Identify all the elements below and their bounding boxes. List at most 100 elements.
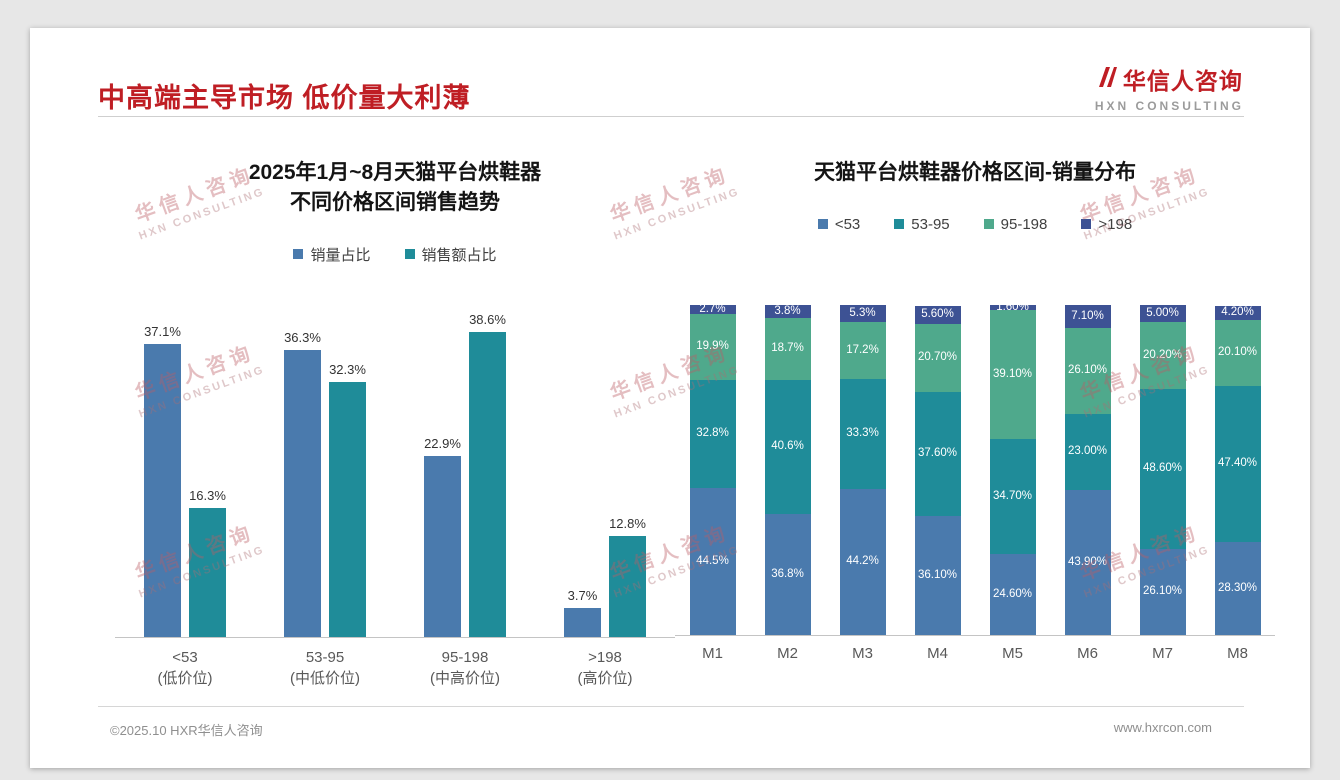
segment-label: 33.3%	[846, 427, 879, 440]
bar-value-label: 3.7%	[567, 588, 598, 603]
bar-segment: 20.10%	[1214, 320, 1261, 386]
bar: 32.3%	[329, 362, 366, 637]
segment-label: 20.10%	[1217, 346, 1257, 359]
month-label: M2	[777, 645, 798, 662]
bar-segment: 5.60%	[914, 306, 961, 324]
legend-item: 销量占比	[293, 244, 371, 265]
bar-segment: 23.00%	[1064, 414, 1111, 490]
category-label: <53 (低价位)	[157, 649, 213, 687]
stacked-column: 5.00% 20.20% 48.60% 26.10%	[1139, 305, 1186, 635]
month-label: M3	[852, 645, 873, 662]
right-chart: 天猫平台烘鞋器价格区间-销量分布 <53 53-95 95-198 >198 2.7%…	[675, 158, 1275, 662]
segment-label: 26.10%	[1142, 585, 1182, 598]
left-chart-categories: <53 (低价位) 53-95 (中低价位) 95-198 (中高价位) >198 (高价位)	[115, 647, 675, 689]
legend-item: <53	[817, 216, 860, 233]
month-label: M4	[927, 645, 948, 662]
logo-cn-text: 华信人咨询	[1122, 68, 1243, 94]
segment-label: 19.9%	[696, 340, 729, 353]
segment-label: 23.00%	[1067, 445, 1107, 458]
category-label: 53-95 (中低价位)	[290, 649, 360, 687]
right-chart-months: M1 M2 M3 M4 M5 M6 M7 M8	[675, 645, 1275, 662]
segment-label: 18.7%	[771, 342, 804, 355]
segment-label: 3.8%	[774, 304, 801, 317]
legend-item: 销售额占比	[404, 244, 497, 265]
legend-item: 53-95	[894, 216, 950, 233]
bar-segment: 19.9%	[689, 314, 736, 380]
footer-divider	[98, 706, 1244, 707]
segment-label: 48.60%	[1142, 462, 1182, 475]
bar-segment: 48.60%	[1139, 389, 1186, 549]
segment-label: 17.2%	[846, 343, 879, 356]
stacked-bar: 4.20% 20.10% 47.40% 28.30%	[1200, 306, 1275, 635]
legend-swatch	[1081, 219, 1092, 229]
bar: 16.3%	[189, 488, 226, 637]
bar-group: 22.9% 38.6%	[395, 312, 535, 637]
logo-icon	[1095, 65, 1117, 94]
bar-segment: 40.6%	[764, 380, 811, 514]
bar-rect	[189, 508, 226, 637]
segment-label: 26.10%	[1067, 364, 1107, 377]
bar-segment: 17.2%	[839, 322, 886, 379]
left-chart: 2025年1月~8月天猫平台烘鞋器 不同价格区间销售趋势 销量占比 销售额占比 3…	[115, 158, 675, 689]
bar-segment: 5.00%	[1139, 305, 1186, 322]
segment-label: 5.3%	[849, 306, 876, 319]
segment-label: 39.10%	[992, 367, 1032, 380]
bar-value-label: 38.6%	[469, 312, 506, 327]
segment-label: 5.00%	[1146, 306, 1179, 319]
bar-segment: 44.5%	[689, 488, 736, 635]
bar-segment: 39.10%	[989, 310, 1036, 439]
segment-label: 47.40%	[1217, 457, 1257, 470]
left-chart-legend: 销量占比 销售额占比	[115, 244, 675, 265]
bar-group: 36.3% 32.3%	[255, 330, 395, 637]
bar-segment: 20.70%	[914, 324, 961, 392]
stacked-column: 4.20% 20.10% 47.40% 28.30%	[1214, 306, 1261, 635]
month-label: M5	[1002, 645, 1023, 662]
segment-label: 36.8%	[771, 567, 804, 580]
legend-label: 销售额占比	[421, 246, 497, 264]
bar-segment: 26.10%	[1064, 328, 1111, 414]
legend-swatch	[894, 219, 905, 229]
company-logo: 华信人咨询 HXN CONSULTING	[1095, 62, 1244, 113]
segment-label: 37.60%	[917, 447, 957, 460]
bar-segment: 3.8%	[764, 304, 811, 318]
bar-rect	[284, 350, 321, 637]
page-title: 中高端主导市场 低价量大利薄	[98, 83, 471, 113]
bar-segment: 28.30%	[1214, 542, 1261, 635]
category-label: 95-198 (中高价位)	[430, 649, 500, 687]
bar-value-label: 32.3%	[329, 362, 366, 377]
bar-segment: 26.10%	[1139, 549, 1186, 635]
bar-segment: 36.10%	[914, 516, 961, 635]
bar-segment: 47.40%	[1214, 386, 1261, 542]
bar-segment: 34.70%	[989, 439, 1036, 554]
segment-label: 43.90%	[1067, 555, 1107, 568]
left-chart-title: 2025年1月~8月天猫平台烘鞋器 不同价格区间销售趋势	[115, 158, 675, 218]
segment-label: 1.60%	[996, 300, 1029, 313]
stacked-column: 3.8% 18.7% 40.6% 36.8%	[764, 304, 811, 635]
legend-label: 95-198	[1000, 215, 1048, 233]
bar-value-label: 16.3%	[189, 488, 226, 503]
bar-rect	[609, 536, 646, 637]
segment-label: 7.10%	[1071, 309, 1104, 322]
footer-website: www.hxrcon.com	[1113, 720, 1212, 735]
bar-rect	[564, 608, 601, 637]
stacked-column: 2.7% 19.9% 32.8% 44.5%	[689, 303, 736, 635]
slide: 中高端主导市场 低价量大利薄 华信人咨询 HXN CONSULTING 2025…	[30, 28, 1310, 768]
bar-group: 3.7% 12.8%	[535, 516, 675, 637]
right-chart-title: 天猫平台烘鞋器价格区间-销量分布	[814, 161, 1136, 184]
bar-segment: 37.60%	[914, 392, 961, 516]
category-label: >198 (高价位)	[577, 649, 633, 687]
segment-label: 44.5%	[696, 554, 729, 567]
segment-label: 36.10%	[917, 568, 957, 581]
bar-group: 37.1% 16.3%	[115, 324, 255, 637]
bar-rect	[469, 332, 506, 637]
legend-item: 95-198	[983, 215, 1048, 233]
right-chart-plot: 2.7% 19.9% 32.8% 44.5% 3.8% 18.7% 40.6% 36.8% 5.…	[675, 300, 1275, 636]
bar-segment: 7.10%	[1064, 305, 1111, 328]
stacked-column: 1.60% 39.10% 34.70% 24.60%	[989, 300, 1036, 635]
bar-segment: 43.90%	[1064, 490, 1111, 635]
bar-segment: 32.8%	[689, 380, 736, 488]
stacked-bar: 7.10% 26.10% 23.00% 43.90%	[1050, 305, 1125, 635]
footer-copyright: ©2025.10 HXR华信人咨询	[110, 723, 263, 738]
title-divider	[98, 116, 1244, 117]
legend-swatch	[404, 249, 415, 259]
